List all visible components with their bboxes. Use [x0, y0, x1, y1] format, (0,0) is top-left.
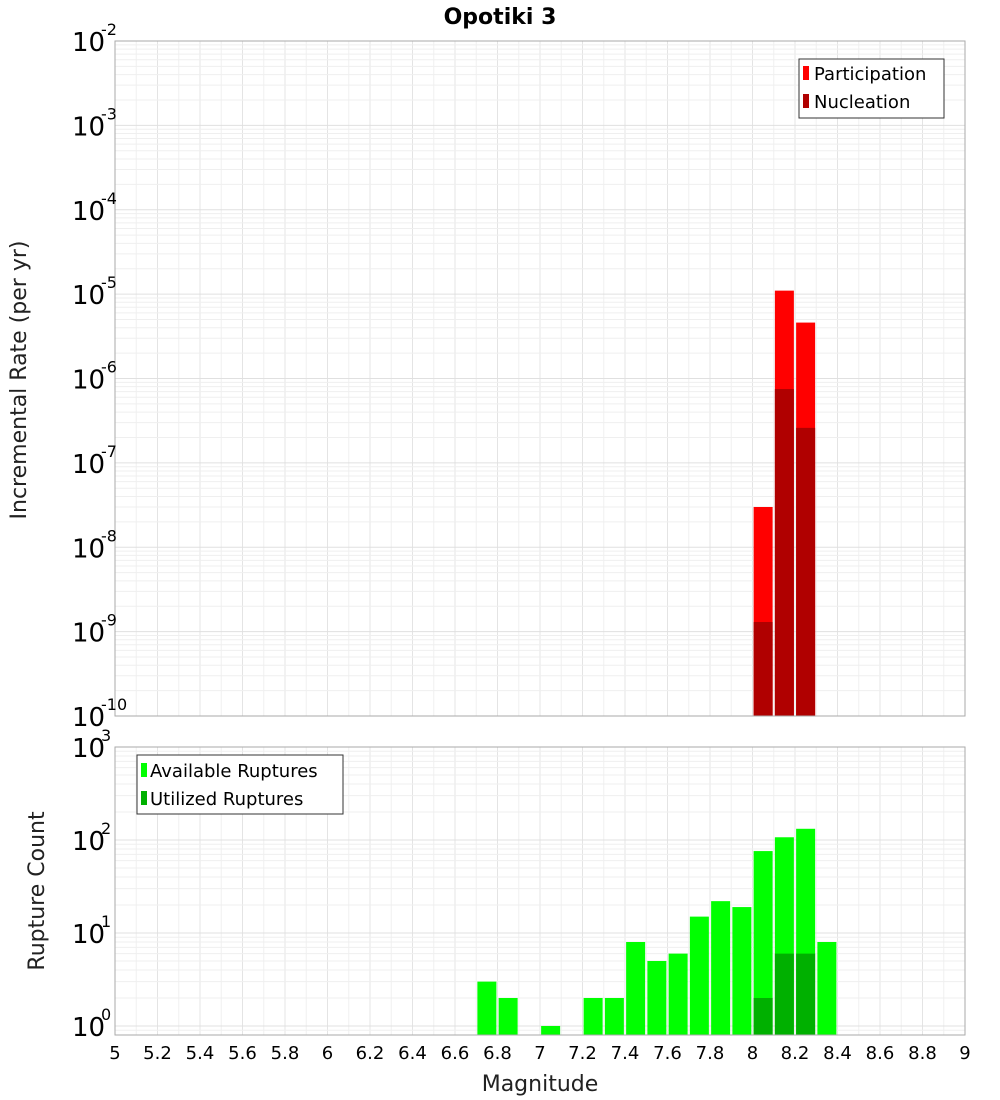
- top-y-tick-exponent: -10: [101, 695, 127, 714]
- legend-swatch-utilized: [141, 791, 147, 805]
- bar-available-ruptures: [689, 916, 709, 1035]
- x-tick-label: 5.6: [228, 1043, 257, 1064]
- x-tick-label: 5.4: [186, 1043, 215, 1064]
- bottom-legend: Available Ruptures Utilized Ruptures: [136, 754, 344, 815]
- top-y-tick-exponent: -6: [101, 358, 117, 377]
- bottom-y-tick-base: 10: [72, 734, 105, 764]
- x-tick-label: 7.2: [568, 1043, 597, 1064]
- top-y-tick-exponent: -4: [101, 189, 117, 208]
- top-y-tick-base: 10: [72, 28, 105, 58]
- bottom-y-tick-exponent: 0: [101, 1005, 111, 1024]
- bar-available-ruptures: [583, 997, 603, 1035]
- bar-available-ruptures: [626, 942, 646, 1035]
- top-y-ticks: 10-210-310-410-510-610-710-810-910-10: [72, 20, 127, 733]
- top-y-tick-exponent: -7: [101, 442, 117, 461]
- bar-available-ruptures: [668, 953, 688, 1035]
- bottom-y-tick-base: 10: [72, 827, 105, 857]
- top-panel: 10-210-310-410-510-610-710-810-910-10 In…: [7, 20, 966, 733]
- x-tick-label: 5: [109, 1043, 120, 1064]
- top-y-tick-base: 10: [72, 619, 105, 649]
- top-legend-box: [798, 58, 945, 119]
- bottom-y-axis-label: Rupture Count: [25, 811, 50, 971]
- x-tick-label: 8.6: [866, 1043, 895, 1064]
- x-tick-label: 8.4: [823, 1043, 852, 1064]
- legend-swatch-available: [141, 763, 147, 777]
- top-y-tick-base: 10: [72, 450, 105, 480]
- bar-available-ruptures: [541, 1025, 561, 1035]
- x-tick-label: 8: [747, 1043, 758, 1064]
- top-plot-border: [114, 40, 966, 717]
- x-tick-label: 6: [322, 1043, 333, 1064]
- x-tick-label: 6.6: [441, 1043, 470, 1064]
- bottom-plot-border: [114, 746, 966, 1036]
- top-y-tick-base: 10: [72, 534, 105, 564]
- x-tick-label: 7.8: [696, 1043, 725, 1064]
- bottom-y-tick-exponent: 3: [101, 726, 111, 745]
- bar-available-ruptures: [817, 942, 837, 1035]
- bar-utilized-ruptures: [753, 997, 773, 1035]
- top-y-tick-base: 10: [72, 366, 105, 396]
- bar-nucleation: [774, 389, 794, 716]
- x-tick-label: 7: [534, 1043, 545, 1064]
- legend-label-utilized: Utilized Ruptures: [150, 789, 303, 810]
- bar-utilized-ruptures: [774, 953, 794, 1035]
- x-tick-label: 6.8: [483, 1043, 512, 1064]
- top-y-tick-base: 10: [72, 281, 105, 311]
- x-tick-label: 6.4: [398, 1043, 427, 1064]
- bar-nucleation: [753, 622, 773, 716]
- bar-nucleation: [796, 427, 816, 716]
- bottom-y-tick-exponent: 1: [101, 912, 111, 931]
- x-tick-label: 8.2: [781, 1043, 810, 1064]
- top-y-tick-exponent: -3: [101, 104, 117, 123]
- x-tick-label: 8.8: [908, 1043, 937, 1064]
- top-y-tick-base: 10: [72, 703, 105, 733]
- chart-title: Opotiki 3: [444, 5, 557, 30]
- x-tick-label: 6.2: [356, 1043, 385, 1064]
- top-grid: [114, 40, 966, 717]
- bar-available-ruptures: [477, 981, 497, 1035]
- legend-swatch-participation: [803, 66, 809, 80]
- bottom-legend-box: [136, 754, 344, 815]
- bottom-y-tick-base: 10: [72, 920, 105, 950]
- bar-available-ruptures: [753, 851, 773, 1035]
- bar-available-ruptures: [711, 901, 731, 1035]
- top-y-tick-exponent: -8: [101, 526, 117, 545]
- x-tick-label: 5.2: [143, 1043, 172, 1064]
- legend-label-participation: Participation: [814, 64, 926, 85]
- top-y-tick-exponent: -9: [101, 611, 117, 630]
- bottom-bars: [477, 828, 837, 1035]
- bar-available-ruptures: [732, 907, 752, 1035]
- x-tick-label: 9: [959, 1043, 970, 1064]
- bottom-y-tick-exponent: 2: [101, 819, 111, 838]
- bar-available-ruptures: [604, 997, 624, 1035]
- top-y-tick-exponent: -5: [101, 273, 117, 292]
- legend-swatch-nucleation: [803, 94, 809, 108]
- top-legend: Participation Nucleation: [798, 58, 945, 119]
- top-y-axis-label: Incremental Rate (per yr): [7, 241, 32, 520]
- bar-utilized-ruptures: [796, 953, 816, 1035]
- top-y-tick-exponent: -2: [101, 20, 117, 39]
- top-y-tick-base: 10: [72, 197, 105, 227]
- x-tick-label: 7.6: [653, 1043, 682, 1064]
- x-tick-label: 5.8: [271, 1043, 300, 1064]
- legend-label-nucleation: Nucleation: [814, 92, 910, 113]
- bottom-y-tick-base: 10: [72, 1013, 105, 1043]
- bar-available-ruptures: [647, 960, 667, 1035]
- top-y-tick-base: 10: [72, 112, 105, 142]
- x-axis-label: Magnitude: [482, 1072, 599, 1097]
- x-axis-ticks: 5 5.2 5.4 5.6 5.8 6 6.2 6.4 6.6 6.8 7 7.2 7.4 7.6 7.8 8…: [109, 1043, 970, 1064]
- legend-label-available: Available Ruptures: [150, 761, 318, 782]
- top-bars: [753, 290, 816, 716]
- bar-available-ruptures: [498, 997, 518, 1035]
- x-tick-label: 7.4: [611, 1043, 640, 1064]
